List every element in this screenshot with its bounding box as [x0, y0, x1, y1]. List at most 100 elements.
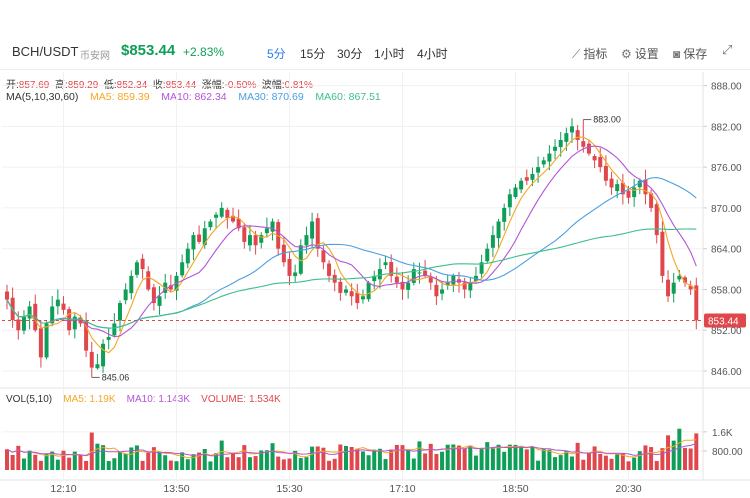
price-change: +2.83%	[183, 45, 225, 59]
candle-body	[349, 291, 354, 297]
settings-button[interactable]: ⚙ 设置	[621, 45, 659, 62]
time-tick-label: 18:50	[502, 483, 528, 495]
candle-body	[609, 178, 614, 188]
candle-body	[225, 209, 230, 219]
candle-body	[123, 289, 128, 301]
volume-bar	[33, 454, 38, 470]
volume-legend: VOL(5,10) MA5: 1.19K MA10: 1.143K VOLUME…	[6, 394, 281, 405]
gear-icon: ⚙	[621, 47, 632, 61]
volume-bar	[586, 453, 591, 470]
volume-bar	[428, 443, 433, 470]
price-tick-label: 858.00	[711, 285, 742, 296]
volume-tick-label: 800.00	[712, 447, 743, 458]
candle-body	[570, 126, 574, 133]
volume-bar	[10, 454, 15, 470]
candle-body	[247, 235, 252, 246]
vol-ma10-value: MA10: 1.143K	[126, 394, 191, 405]
candle-body	[496, 221, 501, 239]
candle-body	[530, 173, 535, 180]
candle-body	[315, 218, 320, 249]
volume-bar	[236, 457, 241, 470]
candle-body	[355, 292, 360, 304]
volume-bar	[417, 441, 422, 470]
volume-bar	[372, 449, 377, 470]
expand-icon[interactable]: ⤢	[722, 42, 733, 57]
interval-15m[interactable]: 15分	[300, 47, 326, 61]
volume-bar	[72, 451, 77, 470]
candle-body	[660, 231, 665, 276]
time-tick-label: 17:10	[389, 483, 415, 495]
volume-bar	[106, 461, 111, 470]
volume-bar	[366, 455, 371, 470]
volume-bar	[310, 446, 315, 470]
candle-body	[558, 139, 563, 148]
candle-body	[89, 351, 94, 368]
candle-body	[231, 215, 235, 222]
candle-body	[191, 235, 196, 250]
symbol-label[interactable]: BCH/USDT	[12, 44, 79, 59]
candle-body	[468, 282, 473, 291]
chart-line-icon: ⟋	[572, 47, 581, 61]
candle-body	[270, 221, 275, 232]
volume-bar	[287, 458, 292, 470]
candle-body	[524, 177, 529, 181]
volume-bar	[479, 448, 484, 470]
volume-bar	[163, 455, 168, 470]
candle-body	[462, 282, 467, 290]
candle-body	[406, 282, 411, 290]
candle-body	[519, 180, 524, 190]
volume-bar	[440, 451, 445, 470]
volume-bar	[462, 448, 467, 470]
candle-body	[389, 262, 394, 276]
volume-bar	[214, 453, 219, 470]
volume-bar	[67, 457, 72, 470]
volume-bar	[44, 454, 49, 470]
volume-bar	[383, 459, 388, 470]
volume-bar	[338, 444, 343, 470]
header: BCH/USDT 币安网 $853.44 +2.83% 5分 15分 30分 1…	[0, 0, 750, 70]
volume-bar	[202, 449, 207, 470]
volume-bar	[304, 457, 309, 470]
volume-bar	[490, 448, 495, 470]
last-price-tag	[704, 313, 746, 328]
volume-bar	[530, 446, 535, 470]
ma10-value: MA10: 862.34	[161, 91, 227, 103]
candle-body	[394, 276, 399, 283]
candle-body	[586, 143, 591, 154]
interval-4h[interactable]: 4小时	[417, 47, 448, 61]
interval-30m[interactable]: 30分	[337, 47, 363, 61]
candle-body	[202, 228, 207, 246]
settings-label: 设置	[634, 47, 659, 61]
candle-body	[112, 323, 117, 336]
volume-bar	[581, 459, 586, 470]
interval-1h[interactable]: 1小时	[374, 47, 405, 61]
volume-bar	[344, 446, 348, 470]
save-button[interactable]: ◙ 保存	[673, 45, 707, 62]
candle-body	[637, 180, 642, 188]
candle-body	[547, 153, 552, 162]
candle-body	[321, 250, 326, 263]
indicator-button[interactable]: ⟋ 指标	[572, 45, 607, 62]
candle-body	[654, 204, 659, 236]
volume-bar	[394, 444, 399, 470]
ma30-line	[6, 177, 697, 329]
time-tick-label: 20:30	[615, 483, 641, 495]
volume-bar	[231, 452, 235, 470]
volume-bar	[242, 445, 247, 470]
volume-bar	[468, 445, 473, 470]
candle-body	[360, 296, 365, 300]
volume-bar	[191, 454, 196, 470]
volume-bar	[208, 461, 213, 470]
interval-5m[interactable]: 5分	[267, 47, 286, 61]
volume-bar	[434, 453, 439, 470]
header-divider	[0, 69, 750, 70]
candle-body	[688, 285, 693, 290]
candle-body	[298, 245, 303, 274]
candle-body	[643, 179, 648, 195]
volume-bar	[197, 452, 202, 470]
candle-body	[428, 277, 433, 283]
price-tick-label: 882.00	[711, 122, 742, 133]
time-tick-label: 12:10	[50, 483, 76, 495]
candle-body	[293, 272, 298, 277]
